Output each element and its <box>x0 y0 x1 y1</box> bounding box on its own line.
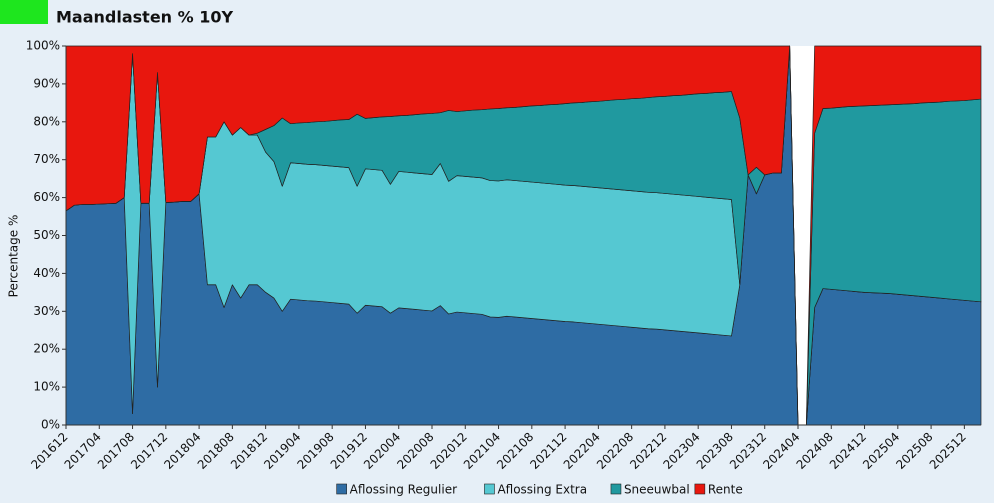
y-tick-label: 40% <box>33 266 60 280</box>
legend-swatch <box>610 483 622 495</box>
legend-label: Aflossing Extra <box>497 483 587 497</box>
header-badge <box>0 0 48 24</box>
y-tick-label: 60% <box>33 190 60 204</box>
y-tick-label: 30% <box>33 304 60 318</box>
y-tick-label: 50% <box>33 228 60 242</box>
legend-label: Sneeuwbal <box>624 483 690 497</box>
legend-swatch <box>694 483 706 495</box>
y-tick-label: 100% <box>26 39 60 53</box>
legend-label: Rente <box>708 483 743 497</box>
y-tick-label: 70% <box>33 152 60 166</box>
area-band <box>65 45 982 426</box>
y-tick-label: 90% <box>33 76 60 90</box>
legend-label: Aflossing Regulier <box>350 483 457 497</box>
y-axis-title: Percentage % <box>7 215 21 298</box>
x-tick-label: 202512 <box>927 430 969 472</box>
legend-swatch <box>484 483 495 495</box>
y-tick-label: 0% <box>41 418 60 432</box>
y-tick-label: 20% <box>33 342 60 356</box>
legend-swatch <box>336 483 347 495</box>
y-tick-label: 10% <box>33 380 60 394</box>
y-tick-label: 80% <box>33 114 60 128</box>
chart-title: Maandlasten % 10Y <box>56 8 233 27</box>
